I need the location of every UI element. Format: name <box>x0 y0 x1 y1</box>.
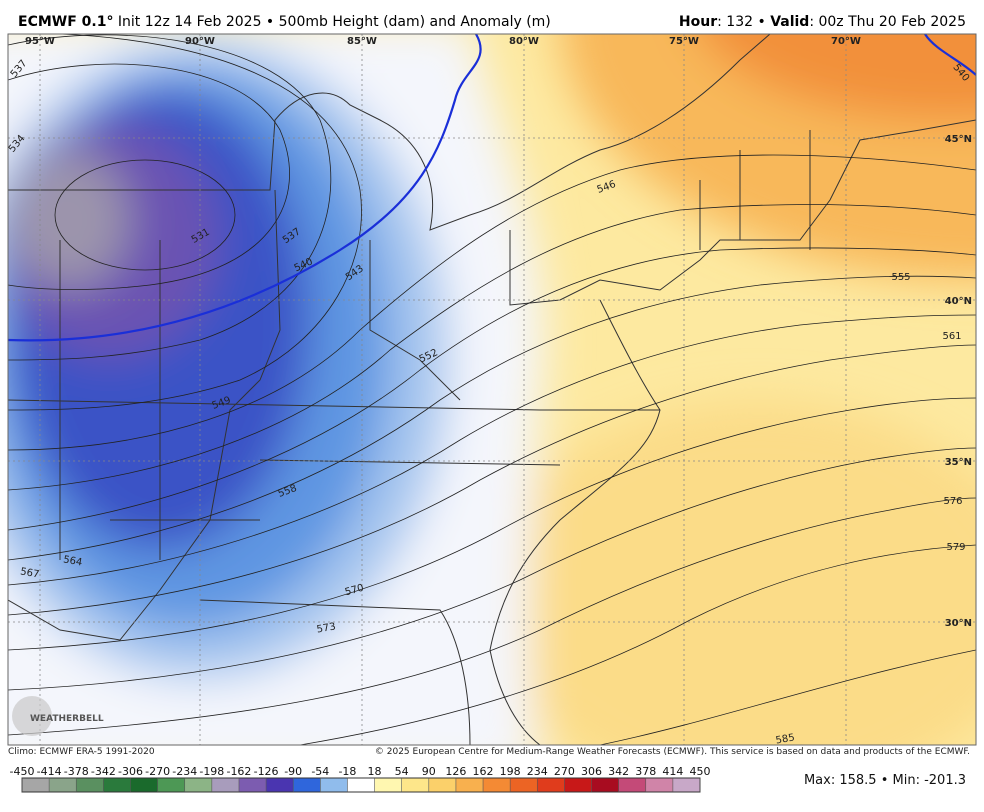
contour-label: 579 <box>946 542 965 553</box>
540-line <box>8 34 482 342</box>
colorbar-tick-label: -450 <box>10 765 35 778</box>
contour-label: 573 <box>316 621 337 635</box>
colorbar-tick-label: -306 <box>118 765 143 778</box>
latitude-label: 45°N <box>945 134 972 145</box>
valid-part: : 132 • <box>717 14 770 30</box>
colorbar-segment <box>564 778 592 792</box>
colorbar-segment <box>76 778 104 792</box>
colorbar-tick-label: -234 <box>172 765 197 778</box>
colorbar-segment <box>103 778 131 792</box>
colorbar-tick-label: -54 <box>311 765 329 778</box>
contour-label: 567 <box>19 566 40 580</box>
colorbar-tick-label: 54 <box>395 765 409 778</box>
colorbar-segment <box>266 778 294 792</box>
colorbar-segment <box>130 778 158 792</box>
colorbar-tick-label: -162 <box>226 765 251 778</box>
colorbar-segment <box>49 778 77 792</box>
colorbar-tick-label: -18 <box>338 765 356 778</box>
colorbar-tick-label: -270 <box>145 765 170 778</box>
colorbar-tick-label: -342 <box>91 765 116 778</box>
height-contours <box>8 34 976 745</box>
contour-label: 555 <box>891 272 910 283</box>
longitude-label: 85°W <box>347 36 377 47</box>
longitude-label: 80°W <box>509 36 539 47</box>
colorbar-segment <box>157 778 185 792</box>
contour-label: 570 <box>344 583 365 599</box>
colorbar-segment <box>483 778 511 792</box>
copyright: © 2025 European Centre for Medium-Range … <box>375 747 970 757</box>
latitude-label: 30°N <box>945 618 972 629</box>
contour-label: 561 <box>942 331 961 342</box>
colorbar-segment <box>401 778 429 792</box>
colorbar-tick-label: 162 <box>473 765 494 778</box>
colorbar-tick-label: 234 <box>527 765 548 778</box>
colorbar-tick-label: 414 <box>662 765 683 778</box>
stats: Max: 158.5 • Min: -201.3 <box>804 773 966 788</box>
longitude-label: 90°W <box>185 36 215 47</box>
header-valid: Hour: 132 • Valid: 00z Thu 20 Feb 2025 <box>679 14 966 30</box>
subtitle: Init 12z 14 Feb 2025 • 500mb Height (dam… <box>118 14 551 30</box>
colorbar-tick-label: -378 <box>64 765 89 778</box>
logo: WEATHERBELL <box>12 696 104 736</box>
colorbar-segment <box>537 778 565 792</box>
longitude-label: 95°W <box>25 36 55 47</box>
contour-label: 585 <box>775 732 796 746</box>
colorbar-segment <box>320 778 348 792</box>
valid-part: Valid <box>770 14 809 30</box>
colorbar-tick-label: -198 <box>199 765 224 778</box>
contour-label: 564 <box>62 554 83 568</box>
colorbar-tick-label: 342 <box>608 765 629 778</box>
colorbar-tick-label: 306 <box>581 765 602 778</box>
colorbar-segment <box>184 778 212 792</box>
header-title: ECMWF 0.1° Init 12z 14 Feb 2025 • 500mb … <box>18 14 551 30</box>
colorbar-tick-label: 126 <box>445 765 466 778</box>
colorbar-tick-label: 18 <box>368 765 382 778</box>
colorbar-segment <box>645 778 673 792</box>
colorbar-segment <box>374 778 402 792</box>
graticule <box>8 34 976 745</box>
valid-part: : 00z Thu 20 Feb 2025 <box>809 14 966 30</box>
colorbar-tick-label: 90 <box>422 765 436 778</box>
colorbar-segment <box>672 778 700 792</box>
colorbar: -450 -414 -378 -342 -306 -270 -234 -198 -162 -126… <box>10 765 711 793</box>
colorbar-segment <box>293 778 321 792</box>
colorbar-segment <box>455 778 484 792</box>
540-line <box>924 34 976 76</box>
colorbar-segment <box>22 778 50 792</box>
longitude-label: 70°W <box>831 36 861 47</box>
longitude-label: 75°W <box>669 36 699 47</box>
colorbar-tick-label: 378 <box>635 765 656 778</box>
valid-part: Hour <box>679 14 717 30</box>
colorbar-tick-label: 198 <box>500 765 521 778</box>
colorbar-segment <box>510 778 538 792</box>
latitude-label: 40°N <box>945 296 972 307</box>
colorbar-segment <box>428 778 456 792</box>
latitude-label: 35°N <box>945 457 972 468</box>
colorbar-tick-label: -414 <box>37 765 62 778</box>
colorbar-tick-label: -90 <box>284 765 302 778</box>
colorbar-segment <box>591 778 619 792</box>
colorbar-segment <box>238 778 267 792</box>
climo: Climo: ECMWF ERA-5 1991-2020 <box>8 747 155 757</box>
model: ECMWF 0.1° <box>18 14 113 30</box>
colorbar-segment <box>347 778 375 792</box>
colorbar-tick-label: -126 <box>254 765 279 778</box>
colorbar-tick-label: 270 <box>554 765 575 778</box>
colorbar-segment <box>211 778 239 792</box>
colorbar-tick-label: 450 <box>690 765 711 778</box>
logo-text: WEATHERBELL <box>30 714 104 724</box>
contour-label: 576 <box>943 496 962 507</box>
colorbar-segment <box>618 778 646 792</box>
map-frame <box>7 33 977 746</box>
